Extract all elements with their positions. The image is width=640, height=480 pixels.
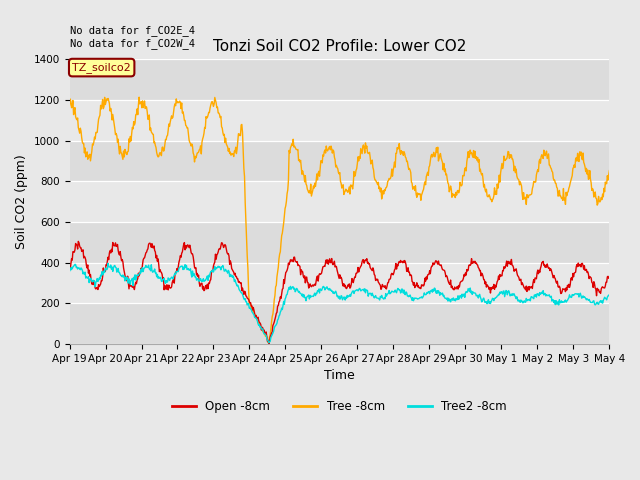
Bar [70, 263, 609, 303]
Bar [70, 181, 609, 222]
Text: TZ_soilco2: TZ_soilco2 [72, 62, 131, 73]
Text: No data for f_CO2E_4
No data for f_CO2W_4: No data for f_CO2E_4 No data for f_CO2W_… [70, 25, 195, 48]
Bar [70, 222, 609, 263]
Legend: Open -8cm, Tree -8cm, Tree2 -8cm: Open -8cm, Tree -8cm, Tree2 -8cm [167, 396, 512, 418]
Bar [70, 60, 609, 100]
X-axis label: Time: Time [324, 369, 355, 382]
Bar [70, 100, 609, 141]
Y-axis label: Soil CO2 (ppm): Soil CO2 (ppm) [15, 154, 28, 249]
Bar [70, 141, 609, 181]
Title: Tonzi Soil CO2 Profile: Lower CO2: Tonzi Soil CO2 Profile: Lower CO2 [212, 39, 466, 54]
Bar [70, 303, 609, 344]
